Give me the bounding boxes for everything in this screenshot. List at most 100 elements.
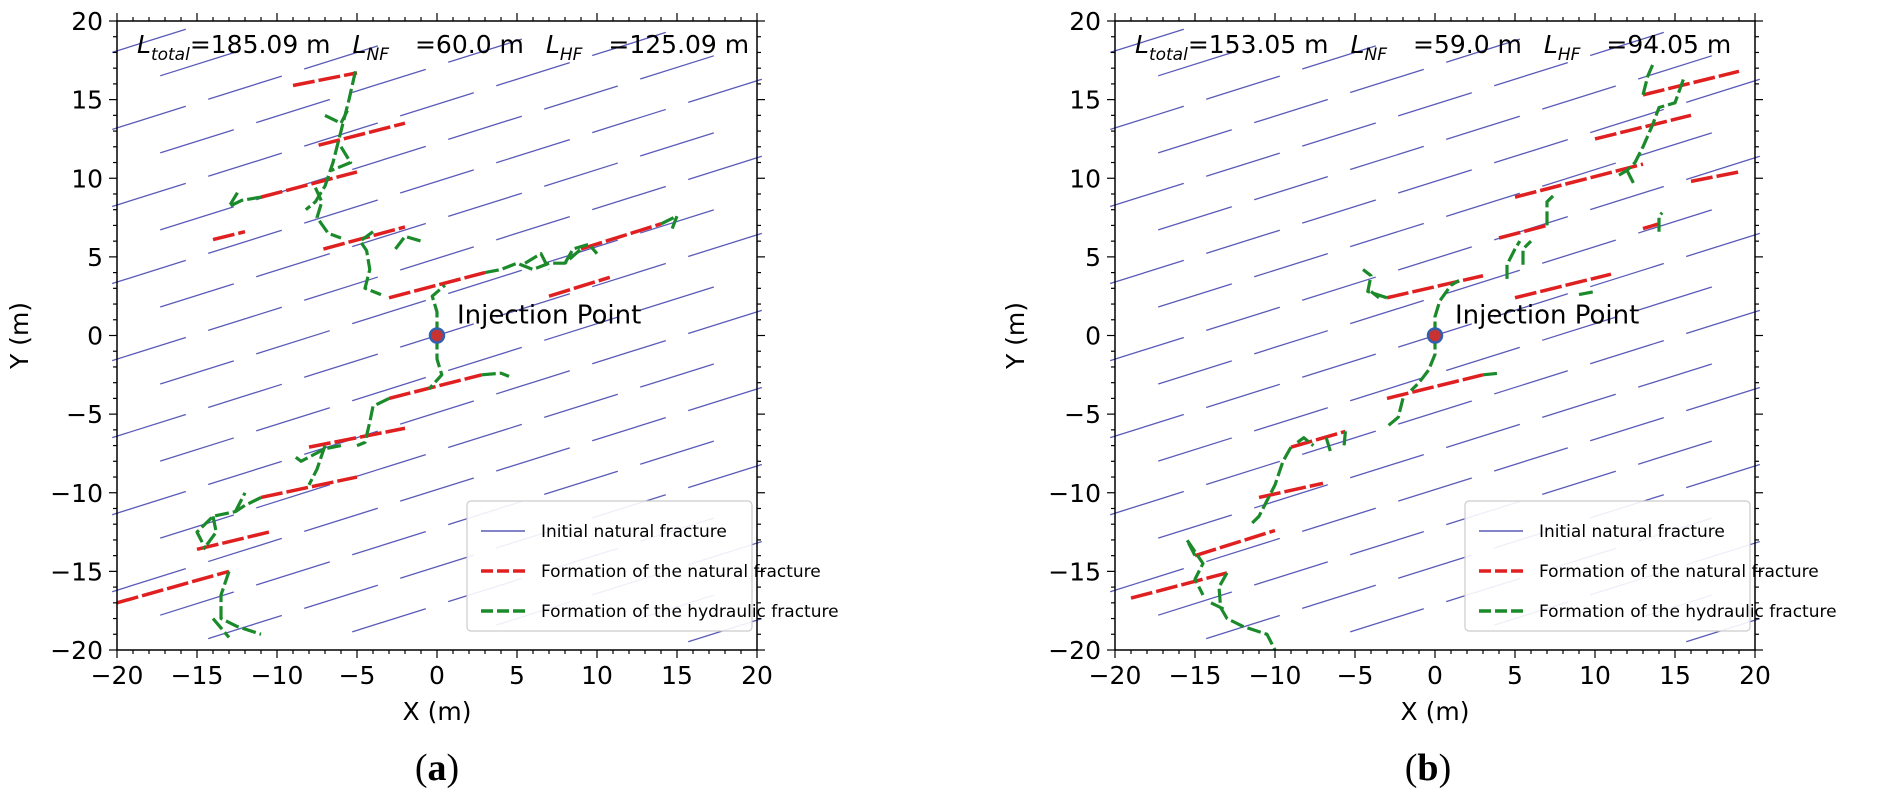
initial-fracture-line xyxy=(256,330,330,355)
initial-fracture-line xyxy=(1158,52,1232,77)
natural-fracture-segment xyxy=(1194,528,1276,558)
hydraulic-fracture-path xyxy=(1641,64,1655,96)
annotation-L: L xyxy=(1351,30,1365,59)
y-tick-label: −15 xyxy=(1048,557,1101,586)
legend-entry-label: Initial natural fracture xyxy=(541,522,727,542)
initial-fracture-line xyxy=(1686,463,1760,489)
initial-fracture-line xyxy=(1110,28,1184,54)
initial-fracture-line xyxy=(592,108,666,134)
hydraulic-fracture-path xyxy=(427,335,444,391)
initial-fracture-line xyxy=(496,370,570,395)
legend-box xyxy=(466,500,753,632)
panel-b: Injection Point −20 −15 −10 −5 0 5 10 15 20 −20 −15… xyxy=(1001,7,1837,789)
legend-entry-label: Formation of the natural fracture xyxy=(541,562,821,582)
hydraulic-fracture-path xyxy=(1625,169,1637,187)
x-tick-label: −20 xyxy=(91,661,144,690)
initial-fracture-line xyxy=(160,360,234,385)
initial-fracture-line xyxy=(1302,45,1376,70)
initial-fracture-line xyxy=(1302,199,1376,224)
initial-fracture-line xyxy=(160,283,234,308)
initial-fracture-line xyxy=(1446,423,1520,449)
hydraulic-fracture-path xyxy=(1578,289,1596,297)
initial-fracture-line xyxy=(1590,108,1664,134)
initial-fracture-line xyxy=(1254,253,1328,278)
initial-fracture-line xyxy=(1446,346,1520,372)
y-tick-label: 10 xyxy=(71,164,103,193)
hydraulic-fracture-path xyxy=(227,189,262,209)
initial-fracture-line xyxy=(1494,139,1568,164)
initial-fracture-line xyxy=(1398,169,1472,194)
hydraulic-fracture-path xyxy=(219,570,262,636)
hydraulic-fracture-path xyxy=(211,617,231,639)
hydraulic-fracture-path xyxy=(1657,211,1664,232)
injection-point-label: Injection Point xyxy=(1455,301,1639,331)
initial-fracture-line xyxy=(1350,531,1424,556)
hydraulic-fracture-path xyxy=(1505,240,1522,279)
y-tick-label: 15 xyxy=(1069,86,1101,115)
initial-fracture-line xyxy=(1638,132,1712,157)
initial-fracture-line xyxy=(160,129,234,154)
hydraulic-fracture-path xyxy=(324,106,351,125)
annotation-L: L xyxy=(137,30,151,59)
initial-fracture-line xyxy=(592,185,666,211)
y-axis-label: Y (m) xyxy=(1001,302,1030,370)
initial-fracture-line xyxy=(1254,561,1328,586)
panel-label-open: ( xyxy=(1405,747,1418,789)
initial-fracture-line xyxy=(496,447,570,472)
natural-fracture-segment xyxy=(1130,571,1228,600)
axis-ticks: −20 −15 −10 −5 0 5 10 15 20 −20 −15 −10 −5 0 5 10 15 20 xyxy=(1048,7,1771,690)
initial-fracture-line xyxy=(496,139,570,164)
initial-fracture-line xyxy=(1398,92,1472,117)
initial-fracture-line xyxy=(1686,232,1760,258)
hydraulic-fracture-path xyxy=(202,515,218,551)
y-tick-label: −5 xyxy=(66,400,103,429)
initial-fracture-line xyxy=(304,199,378,224)
y-tick-label: −15 xyxy=(50,557,103,586)
hydraulic-fracture-path xyxy=(1342,431,1347,449)
annotation-total-val: =153.05 m xyxy=(1188,30,1329,59)
x-tick-label: −5 xyxy=(1337,661,1374,690)
initial-fracture-line xyxy=(448,38,522,63)
initial-fracture-line xyxy=(640,440,714,465)
x-tick-label: 5 xyxy=(509,661,525,690)
initial-fracture-line xyxy=(208,306,282,332)
initial-fracture-line xyxy=(640,286,714,311)
initial-fracture-line xyxy=(1206,152,1280,177)
initial-fracture-line xyxy=(1590,31,1664,57)
hydraulic-fracture-path xyxy=(307,445,327,486)
annotation-hf-val: =125.09 m xyxy=(608,30,749,59)
initial-fracture-line xyxy=(112,567,186,593)
hydraulic-fracture-path xyxy=(233,492,247,513)
y-tick-label: −5 xyxy=(1064,400,1101,429)
panel-label-open: ( xyxy=(415,747,428,789)
initial-fracture-line xyxy=(1590,339,1664,365)
legend-entry-label: Formation of the hydraulic fracture xyxy=(1539,602,1837,622)
initial-fracture-line xyxy=(208,460,282,486)
initial-fracture-line xyxy=(112,336,186,362)
hydraulic-fractures xyxy=(195,70,679,639)
initial-fracture-line xyxy=(592,31,666,57)
x-tick-label: −5 xyxy=(339,661,376,690)
initial-fracture-line xyxy=(1542,85,1616,110)
axis-ticks: −20 −15 −10 −5 0 5 10 15 20 −20 −15 −10 −5 0 5 10 15 20 xyxy=(50,7,773,690)
initial-fracture-line xyxy=(112,259,186,285)
initial-fracture-line xyxy=(640,132,714,157)
x-tick-label: −20 xyxy=(1089,661,1142,690)
initial-fracture-line xyxy=(1638,209,1712,234)
legend: Initial natural fracture Formation of the… xyxy=(466,500,839,632)
hydraulic-fracture-path xyxy=(292,444,342,463)
initial-fracture-line xyxy=(1206,537,1280,563)
y-tick-label: 20 xyxy=(71,7,103,36)
natural-fracture-segment xyxy=(260,170,358,199)
initial-fracture-line xyxy=(1350,299,1424,325)
initial-fracture-line xyxy=(208,152,282,177)
initial-fracture-line xyxy=(1110,336,1184,362)
initial-fracture-line xyxy=(544,470,618,496)
initial-fracture-line xyxy=(1110,490,1184,516)
natural-fracture-segment xyxy=(318,121,406,147)
initial-fracture-line xyxy=(592,417,666,442)
hydraulic-fractures xyxy=(1185,64,1687,651)
initial-fracture-line xyxy=(544,85,618,110)
natural-fracture-segment xyxy=(1690,170,1740,184)
x-tick-label: 20 xyxy=(1739,661,1771,690)
